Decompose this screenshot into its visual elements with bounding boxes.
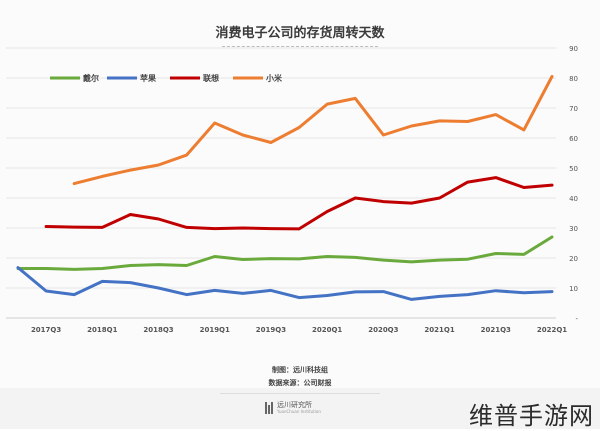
y-tick-label: 50 [569, 165, 578, 173]
x-tick-label: 2019Q3 [256, 326, 286, 334]
legend: 戴尔 苹果 联想 小米 [50, 73, 283, 83]
y-tick-label: - [575, 315, 578, 323]
legend-label: 苹果 [140, 73, 156, 83]
brand-name-en: YuanChuan Institution [277, 409, 321, 414]
x-tick-label: 2018Q1 [87, 326, 117, 334]
series-lines [16, 75, 554, 301]
x-tick-label: 2018Q3 [143, 326, 173, 334]
brand-mark-icon [265, 402, 273, 414]
y-tick-label: 60 [569, 135, 578, 143]
chart-title: 消费电子公司的存货周转天数 [215, 26, 385, 41]
x-tick-label: 2021Q1 [424, 326, 454, 334]
grid-lines [6, 47, 556, 319]
brand-name: 远川研究所 [277, 401, 312, 409]
series-line [72, 75, 554, 186]
data-source: 数据来源：公司财报 [268, 379, 332, 387]
y-tick-label: 20 [569, 255, 578, 263]
brand-logo: 远川研究所 YuanChuan Institution [265, 402, 321, 414]
y-tick-label: 90 [569, 45, 578, 53]
x-tick-label: 2020Q3 [368, 326, 398, 334]
x-tick-label: 2021Q3 [481, 326, 511, 334]
x-tick-label: 2019Q1 [200, 326, 230, 334]
series-line [44, 176, 554, 231]
x-tick-label: 2017Q3 [31, 326, 61, 334]
title-divider [222, 46, 378, 47]
y-tick-labels: - 10 20 30 40 50 60 70 80 90 [569, 45, 578, 323]
y-tick-label: 70 [569, 105, 578, 113]
footer-band [0, 388, 600, 429]
y-tick-label: 10 [569, 285, 578, 293]
series-line [16, 235, 554, 271]
legend-label: 联想 [203, 73, 219, 83]
y-tick-label: 80 [569, 75, 578, 83]
x-tick-label: 2022Q1 [537, 326, 567, 334]
series-line [16, 266, 554, 301]
footer-divider [220, 393, 380, 394]
legend-label: 小米 [265, 73, 283, 83]
x-tick-labels: 2017Q3 2018Q1 2018Q3 2019Q1 2019Q3 2020Q1 2020… [31, 326, 567, 334]
y-tick-label: 40 [569, 195, 578, 203]
watermark-text: 维普手游网 [469, 402, 594, 430]
y-tick-label: 30 [569, 225, 578, 233]
chart-credit: 制图：远川科技组 [272, 366, 328, 374]
legend-label: 戴尔 [83, 73, 99, 83]
x-tick-label: 2020Q1 [312, 326, 342, 334]
